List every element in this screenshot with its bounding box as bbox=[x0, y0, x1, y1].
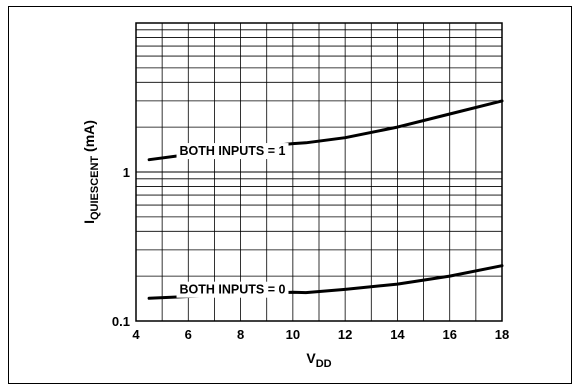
series-labels: BOTH INPUTS = 1 BOTH INPUTS = 0 bbox=[176, 143, 289, 298]
tick-labels: 4 6 8 10 12 14 16 18 0.1 1 bbox=[112, 165, 509, 342]
y-tick-label: 1 bbox=[123, 165, 130, 180]
series-label-0: BOTH INPUTS = 1 bbox=[180, 144, 286, 158]
series-label-1: BOTH INPUTS = 0 bbox=[180, 283, 286, 297]
data-curves bbox=[147, 99, 504, 300]
x-tick-label: 18 bbox=[495, 327, 509, 342]
y-axis-label-subscript: QUIESCENT bbox=[89, 156, 101, 220]
chart-frame: BOTH INPUTS = 1 BOTH INPUTS = 0 4 6 8 10 12 14… bbox=[8, 6, 572, 384]
series-label-background bbox=[176, 143, 289, 160]
x-axis-label-main: V bbox=[306, 350, 316, 366]
x-tick-label: 10 bbox=[286, 327, 300, 342]
plot-area-border bbox=[135, 22, 503, 322]
quiescent-current-chart: BOTH INPUTS = 1 BOTH INPUTS = 0 4 6 8 10 12 14… bbox=[81, 22, 509, 370]
y-axis-label-main: I bbox=[81, 220, 97, 224]
x-tick-label: 14 bbox=[390, 327, 405, 342]
x-tick-label: 4 bbox=[132, 327, 140, 342]
y-axis-label-unit: (mA) bbox=[81, 120, 97, 156]
x-tick-label: 16 bbox=[442, 327, 456, 342]
x-tick-label: 8 bbox=[237, 327, 244, 342]
series-label-background bbox=[176, 281, 289, 298]
x-axis-label-subscript: DD bbox=[316, 358, 332, 370]
x-tick-label: 12 bbox=[338, 327, 352, 342]
x-axis-label: VDD bbox=[306, 350, 331, 370]
y-tick-label: 0.1 bbox=[112, 314, 130, 329]
x-tick-label: 6 bbox=[185, 327, 192, 342]
y-axis-label: IQUIESCENT (mA) bbox=[81, 120, 101, 224]
